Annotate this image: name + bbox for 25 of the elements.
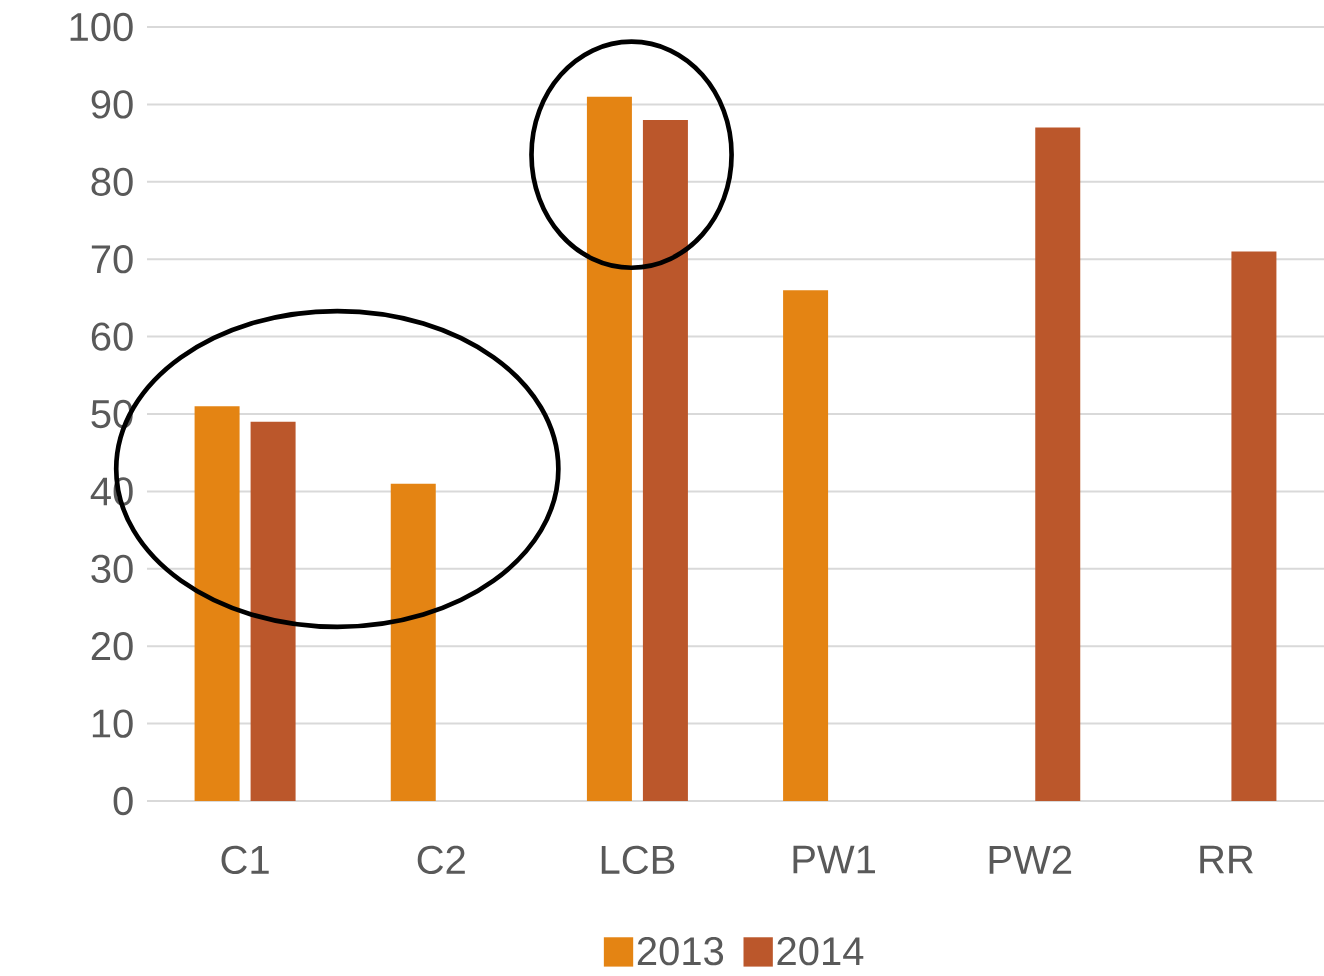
y-tick-label: 20 xyxy=(91,632,133,661)
y-tick-label: 60 xyxy=(91,322,133,351)
x-tick-label: LCB xyxy=(601,845,675,875)
bar xyxy=(783,290,829,801)
x-tick-label: PW1 xyxy=(793,845,875,874)
y-tick-label: 70 xyxy=(91,245,133,274)
bar xyxy=(642,119,688,801)
bar xyxy=(390,483,436,801)
x-tick-label: C1 xyxy=(221,845,269,875)
bar xyxy=(586,96,632,801)
x-tick-label: RR xyxy=(1200,845,1253,874)
legend-label: 2013 xyxy=(637,936,724,966)
y-tick-label: 10 xyxy=(92,709,133,738)
x-tick-label: C2 xyxy=(417,845,465,875)
bar xyxy=(194,406,240,801)
bar xyxy=(1231,251,1277,801)
legend-label: 2014 xyxy=(777,936,864,966)
y-tick-label: 90 xyxy=(91,90,133,119)
y-tick-label: 30 xyxy=(91,554,133,583)
y-tick-label: 100 xyxy=(70,12,133,42)
x-tick-label: PW2 xyxy=(989,845,1072,874)
y-tick-label: 80 xyxy=(91,167,133,196)
y-tick-label: 0 xyxy=(113,786,133,816)
bar xyxy=(250,421,296,801)
bar xyxy=(1035,127,1081,801)
